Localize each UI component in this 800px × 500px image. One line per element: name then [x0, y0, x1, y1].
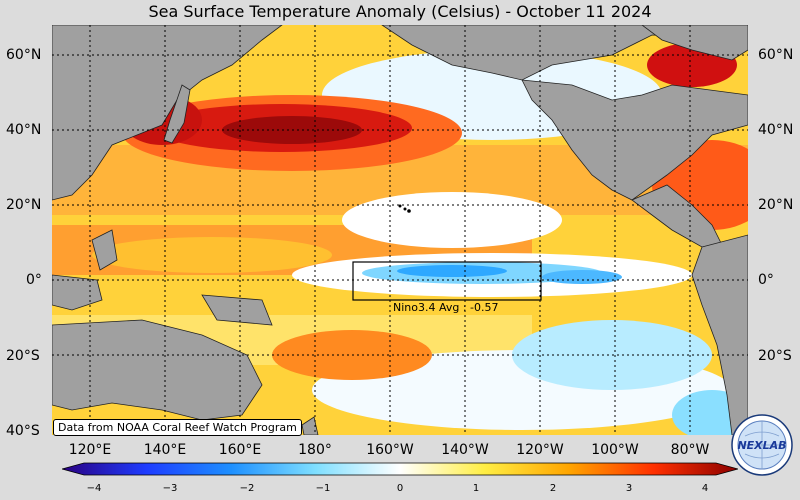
colorbar-tick: −4	[86, 483, 102, 494]
lon-label: 160°W	[366, 442, 414, 458]
lon-label: 140°W	[441, 442, 489, 458]
nino34-average-label: Nino3.4 Avg : -0.57	[393, 301, 499, 314]
lat-label-right: 40°N	[758, 122, 794, 138]
lon-label: 100°W	[591, 442, 639, 458]
lat-label-right: 0°	[758, 272, 774, 288]
colorbar-tick: 1	[472, 483, 480, 494]
warm-anomaly-region	[92, 237, 332, 273]
landmass-alaska	[381, 25, 748, 81]
lat-label-left: 40°S	[6, 423, 40, 439]
map-title: Sea Surface Temperature Anomaly (Celsius…	[148, 2, 652, 21]
landmass-new-guinea	[201, 294, 273, 326]
landmass-south-america	[691, 234, 748, 435]
lat-label-left: 20°S	[6, 348, 40, 364]
colorbar-tick: −1	[315, 483, 331, 494]
graticule	[52, 25, 748, 435]
colorbar	[62, 462, 738, 476]
lat-label-right: 20°S	[758, 348, 792, 364]
lon-label: 180°	[298, 442, 332, 458]
landmass-new-zealand	[301, 416, 319, 435]
landmass-canada	[641, 25, 748, 61]
colorbar-tick: 2	[549, 483, 557, 494]
equatorial-cold-tongue	[542, 270, 622, 284]
equatorial-cold-tongue	[397, 265, 507, 277]
land-masses	[52, 25, 748, 435]
landmass-philippines	[91, 229, 118, 271]
lat-label-left: 20°N	[6, 197, 42, 213]
data-credit: Data from NOAA Coral Reef Watch Program	[53, 419, 302, 436]
landmass-asia	[52, 25, 283, 201]
sst-anomaly-map	[52, 25, 748, 435]
lat-label-right: 60°N	[758, 47, 794, 63]
logo-text: NEXLAB	[737, 439, 786, 452]
lon-label: 160°E	[218, 442, 262, 458]
landmass-north-america	[521, 79, 748, 201]
colorbar-tick: −2	[239, 483, 255, 494]
neutral-anomaly-region	[342, 192, 562, 248]
lon-label: 120°E	[68, 442, 112, 458]
lon-label: 120°W	[516, 442, 564, 458]
lat-label-right: 20°N	[758, 197, 794, 213]
colorbar-tick: 3	[625, 483, 633, 494]
colorbar-tick: 4	[701, 483, 709, 494]
lat-label-left: 0°	[26, 272, 42, 288]
lat-label-left: 40°N	[6, 122, 42, 138]
lat-label-left: 60°N	[6, 47, 42, 63]
landmass-japan	[163, 84, 191, 144]
landmass-australia	[52, 319, 263, 421]
hawaii-islands	[398, 204, 411, 213]
colorbar-tick: −3	[162, 483, 178, 494]
nino34-box	[352, 261, 542, 301]
nexlab-logo: NEXLAB	[731, 414, 793, 476]
lon-label: 80°W	[670, 442, 710, 458]
lon-label: 140°E	[143, 442, 187, 458]
colorbar-gradient	[62, 462, 738, 476]
colorbar-tick: 0	[396, 483, 404, 494]
